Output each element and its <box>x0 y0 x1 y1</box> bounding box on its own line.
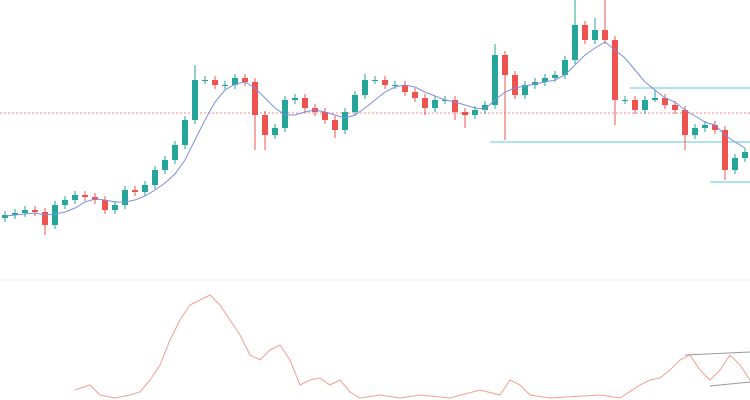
candle-body <box>202 80 208 81</box>
candle-body <box>402 85 408 92</box>
candle-body <box>492 55 498 105</box>
candle-body <box>452 100 458 112</box>
candle-body <box>102 200 108 210</box>
candle-body <box>722 130 728 170</box>
candle-body <box>2 215 8 218</box>
candle-body <box>242 78 248 82</box>
candle-body <box>42 212 48 225</box>
candle-body <box>112 205 118 210</box>
candle-body <box>192 80 198 120</box>
candle-body <box>572 25 578 60</box>
candle-body <box>432 100 438 108</box>
candle-body <box>142 185 148 192</box>
candle-body <box>552 75 558 78</box>
candle-body <box>642 100 648 110</box>
candle-body <box>72 195 78 200</box>
candle-body <box>162 160 168 170</box>
candle-body <box>732 158 738 170</box>
candle-body <box>662 98 668 105</box>
candle-body <box>622 100 628 101</box>
candle-body <box>22 210 28 213</box>
candle-body <box>682 110 688 135</box>
candle-body <box>122 190 128 205</box>
candle-body <box>252 82 258 115</box>
candle-body <box>152 170 158 185</box>
candle-body <box>582 25 588 40</box>
candle-body <box>502 55 508 75</box>
candle-body <box>742 152 748 158</box>
candle-body <box>632 100 638 110</box>
candle-body <box>392 85 398 86</box>
candle-body <box>52 205 58 225</box>
candle-body <box>232 78 238 85</box>
candle-body <box>712 125 718 130</box>
candle-body <box>672 105 678 110</box>
candle-body <box>362 80 368 95</box>
candle-body <box>482 105 488 110</box>
candle-body <box>602 30 608 40</box>
candle-body <box>612 40 618 100</box>
candle-body <box>352 95 358 112</box>
candle-body <box>372 80 378 81</box>
candle-body <box>512 75 518 95</box>
candle-body <box>172 145 178 160</box>
candle-body <box>462 112 468 115</box>
candle-body <box>62 200 68 205</box>
candle-body <box>322 112 328 120</box>
trend-line <box>709 381 750 387</box>
candle-body <box>652 98 658 100</box>
candle-body <box>472 110 478 115</box>
candle-body <box>332 120 338 130</box>
candle-body <box>542 78 548 82</box>
candle-body <box>592 30 598 40</box>
candle-body <box>422 98 428 108</box>
candle-body <box>702 125 708 128</box>
candle-body <box>222 85 228 86</box>
candle-body <box>412 92 418 98</box>
candle-body <box>272 128 278 135</box>
candle-body <box>562 60 568 75</box>
candle-body <box>132 190 138 192</box>
candle-body <box>32 210 38 212</box>
moving-average <box>4 41 746 217</box>
candle-body <box>182 120 188 145</box>
candle-body <box>692 128 698 135</box>
candle-body <box>342 112 348 130</box>
candle-body <box>212 80 218 85</box>
candle-body <box>12 213 18 215</box>
candle-body <box>262 115 268 135</box>
candle-body <box>522 85 528 95</box>
candle-body <box>302 98 308 108</box>
oscillator-line <box>74 294 750 399</box>
trend-line <box>684 351 750 356</box>
candle-body <box>282 100 288 128</box>
candle-body <box>382 80 388 85</box>
candle-body <box>82 195 88 197</box>
candle-body <box>292 98 298 100</box>
